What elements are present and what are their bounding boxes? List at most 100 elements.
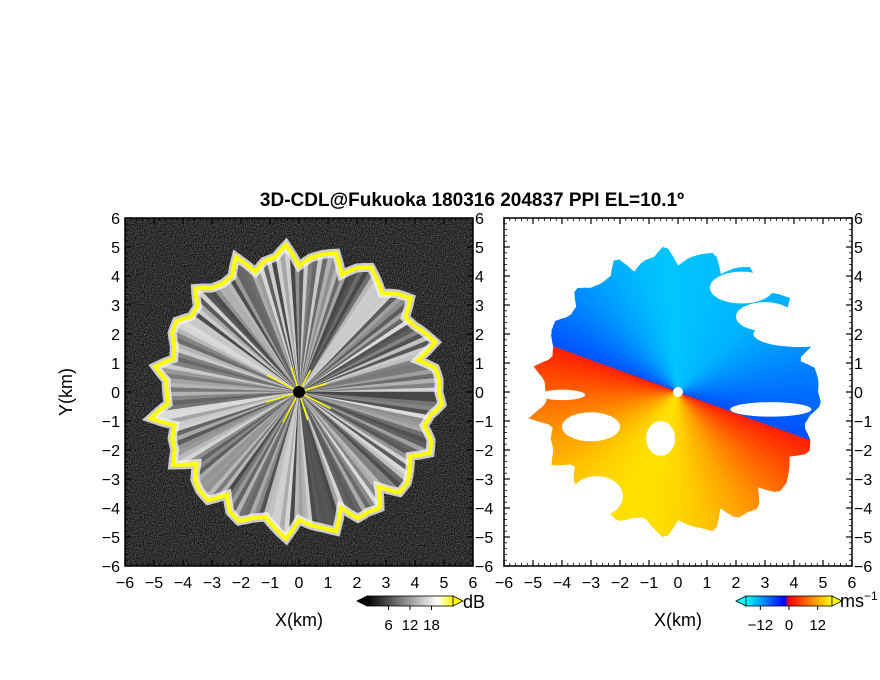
velocity-colorbar-ticks: −12 0 12: [748, 606, 826, 634]
y-tick-label-right: 4: [475, 269, 484, 286]
velocity-missing-data: [730, 402, 812, 417]
y-tick-label-right: 2: [854, 327, 863, 344]
velocity-colorbar-low-arrow: [735, 595, 747, 607]
y-tick-label-right: −3: [475, 472, 493, 489]
velocity-axis-ticks: [503, 217, 853, 567]
x-tick-label: 5: [819, 575, 828, 592]
snr-colorbar: 6 12 18 dB: [356, 592, 485, 634]
velocity-radar-center: [673, 387, 683, 397]
velocity-missing-data: [570, 476, 623, 517]
x-tick-label: −3: [203, 575, 221, 592]
snr-x-tick-labels: −6 −5 −4 −3 −2 −1 0 1 2 3 4 5 6: [116, 575, 478, 592]
y-tick-label-right: −1: [854, 414, 872, 431]
y-tick-label: 1: [111, 356, 120, 373]
y-tick-label-right: −3: [854, 472, 872, 489]
velocity-colorbar-unit-exponent: −1: [864, 589, 878, 603]
y-tick-label-right: 6: [475, 211, 484, 228]
snr-colorbar-low-arrow: [356, 595, 368, 607]
x-tick-label: −2: [232, 575, 250, 592]
x-tick-label: −6: [495, 575, 513, 592]
snr-y-tick-labels-right: 6 5 4 3 2 1 0 −1 −2 −3 −4 −5 −6: [475, 211, 493, 576]
y-tick-label: −6: [102, 559, 120, 576]
x-tick-label: −3: [582, 575, 600, 592]
y-tick-label-right: 5: [475, 240, 484, 257]
x-tick-label: 3: [382, 575, 391, 592]
snr-y-axis-label: Y(km): [56, 368, 76, 416]
y-tick-label: −4: [102, 501, 120, 518]
x-tick-label: −6: [116, 575, 134, 592]
velocity-missing-data: [753, 320, 847, 348]
y-tick-label-right: 1: [475, 356, 484, 373]
x-tick-label: 0: [295, 575, 304, 592]
y-tick-label-right: −2: [475, 443, 493, 460]
x-tick-label: −5: [524, 575, 542, 592]
velocity-x-axis-label: X(km): [654, 610, 702, 630]
y-tick-label-right: −4: [854, 501, 872, 518]
x-tick-label: 0: [674, 575, 683, 592]
snr-axis-ticks: [124, 217, 474, 567]
x-tick-label: 2: [732, 575, 741, 592]
y-tick-label-right: 5: [854, 240, 863, 257]
velocity-missing-data: [562, 412, 620, 442]
y-tick-label: 4: [111, 269, 120, 286]
snr-echo-region: [141, 237, 447, 546]
snr-colorbar-unit: dB: [463, 592, 485, 612]
y-tick-label: −3: [102, 472, 120, 489]
y-tick-label-right: −6: [475, 559, 493, 576]
velocity-y-tick-labels-right: 6 5 4 3 2 1 0 −1 −2 −3 −4 −5 −6: [854, 211, 872, 576]
snr-panel: −6 −5 −4 −3 −2 −1 0 1 2 3 4 5 6 6543210−1−2−3−4−5−6 …: [56, 211, 493, 630]
y-tick-label: 0: [111, 385, 120, 402]
y-tick-label-right: 1: [854, 356, 863, 373]
x-tick-label: −1: [261, 575, 279, 592]
x-tick-label: −4: [174, 575, 192, 592]
y-tick-label: 2: [111, 327, 120, 344]
x-tick-label: 6: [848, 575, 857, 592]
snr-y-tick-labels: 6 5 4 3 2 1 0 −1 −2 −3 −4 −5 −6: [102, 211, 120, 576]
y-tick-label-right: 4: [854, 269, 863, 286]
velocity-colorbar-tick-label: 12: [809, 617, 826, 634]
velocity-echo-region: [528, 246, 847, 538]
x-tick-label: 5: [440, 575, 449, 592]
snr-colorbar-high-arrow: [452, 595, 464, 607]
velocity-panel: −6 −5 −4 −3 −2 −1 0 1 2 3 4 5 6 6543210−1−2−3−4−5−6 …: [495, 211, 872, 630]
y-tick-label: −2: [102, 443, 120, 460]
snr-radar-center: [293, 386, 305, 398]
y-tick-label-right: −1: [475, 414, 493, 431]
velocity-missing-data: [646, 421, 676, 456]
x-tick-label: 4: [411, 575, 420, 592]
y-tick-label: −1: [102, 414, 120, 431]
velocity-missing-data: [538, 389, 586, 401]
x-tick-label: 1: [703, 575, 712, 592]
velocity-colorbar-tick-label: 0: [785, 617, 793, 634]
y-tick-label: 3: [111, 298, 120, 315]
y-tick-label-right: −5: [475, 530, 493, 547]
y-tick-label-right: 3: [854, 298, 863, 315]
y-tick-label: 6: [111, 211, 120, 228]
velocity-x-tick-labels: −6 −5 −4 −3 −2 −1 0 1 2 3 4 5 6: [495, 575, 857, 592]
y-tick-label: 5: [111, 240, 120, 257]
snr-colorbar-ticks: 6 12 18: [384, 606, 440, 634]
x-tick-label: −4: [553, 575, 571, 592]
velocity-missing-data: [709, 271, 774, 304]
snr-colorbar-tick-label: 18: [423, 617, 440, 634]
x-tick-label: 2: [353, 575, 362, 592]
velocity-colorbar-tick-label: −12: [748, 617, 773, 634]
x-tick-label: −2: [611, 575, 629, 592]
snr-colorbar-bar: [366, 595, 454, 607]
snr-colorbar-tick-label: 12: [402, 617, 419, 634]
y-tick-label-right: −4: [475, 501, 493, 518]
x-tick-label: −5: [145, 575, 163, 592]
y-tick-label-right: 6: [854, 211, 863, 228]
y-tick-label-right: −5: [854, 530, 872, 547]
y-tick-label-right: −2: [854, 443, 872, 460]
y-tick-label-right: 3: [475, 298, 484, 315]
velocity-colorbar-high-arrow: [831, 595, 843, 607]
snr-center-streak: [266, 374, 300, 393]
x-tick-label: 1: [324, 575, 333, 592]
y-tick-label-right: 0: [475, 385, 484, 402]
snr-colorbar-tick-label: 6: [384, 617, 392, 634]
x-tick-label: 4: [790, 575, 799, 592]
snr-x-axis-label: X(km): [275, 610, 323, 630]
y-tick-label-right: −6: [854, 559, 872, 576]
